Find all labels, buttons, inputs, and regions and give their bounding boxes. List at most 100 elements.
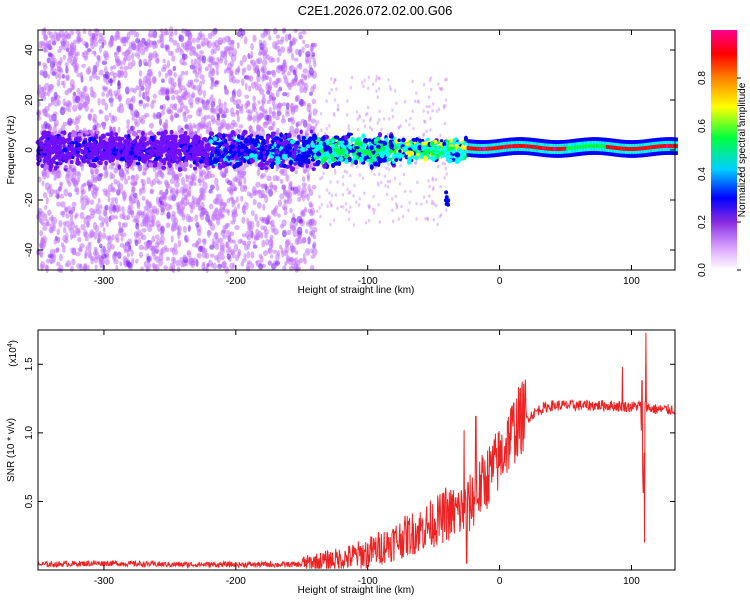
heatmap-cell: [391, 208, 394, 213]
heatmap-cell: [416, 99, 420, 104]
heatmap-cell: [217, 37, 224, 46]
heatmap-cell: [165, 183, 171, 190]
heatmap-cell: [362, 118, 365, 123]
heatmap-cell: [89, 213, 95, 219]
heatmap-cell: [195, 162, 200, 167]
heatmap-cell: [210, 76, 215, 82]
heatmap-cell: [164, 31, 170, 36]
heatmap-cell: [64, 206, 69, 214]
heatmap-cell: [274, 136, 278, 141]
heatmap-cell: [444, 98, 448, 102]
heatmap-cell: [181, 61, 188, 66]
heatmap-cell: [133, 132, 139, 137]
heatmap-cell: [389, 134, 394, 139]
heatmap-cell: [304, 129, 309, 137]
heatmap-cell: [140, 178, 144, 184]
heatmap-cell: [89, 199, 94, 206]
heatmap-cell: [388, 157, 393, 162]
heatmap-cell: [426, 217, 430, 221]
heatmap-cell: [268, 34, 272, 41]
heatmap-cell: [84, 131, 90, 135]
heatmap-cell: [47, 30, 51, 36]
heatmap-cell: [307, 184, 311, 192]
heatmap-cell: [146, 243, 150, 249]
heatmap-cell: [250, 81, 256, 89]
heatmap-cell: [271, 69, 276, 78]
heatmap-cell: [398, 182, 402, 186]
heatmap-cell: [49, 84, 55, 90]
heatmap-cell: [266, 175, 272, 182]
heatmap-cell: [86, 158, 91, 165]
heatmap-cell: [151, 235, 156, 243]
heatmap-cell: [94, 264, 98, 270]
heatmap-cell: [444, 103, 447, 108]
heatmap-cell: [437, 82, 440, 86]
heatmap-cell: [320, 202, 324, 207]
heatmap-cell: [117, 183, 124, 191]
heatmap-cell: [108, 215, 112, 223]
heatmap-cell: [98, 138, 103, 143]
heatmap-cell: [194, 214, 199, 222]
heatmap-cell: [160, 66, 167, 72]
heatmap-cell: [385, 152, 391, 158]
heatmap-cell: [62, 98, 66, 107]
heatmap-cell: [301, 135, 306, 140]
heatmap-cell: [92, 118, 96, 123]
heatmap-cell: [302, 39, 306, 45]
heatmap-cell: [46, 57, 51, 64]
heatmap-cell: [189, 133, 194, 138]
heatmap-cell: [187, 114, 193, 119]
heatmap-cell: [199, 187, 204, 196]
heatmap-cell: [248, 230, 253, 237]
heatmap-cell: [92, 221, 97, 231]
heatmap-cell: [313, 61, 317, 68]
heatmap-cell: [363, 124, 367, 129]
heatmap-cell: [237, 202, 240, 210]
heatmap-cell: [272, 120, 276, 127]
heatmap-cell: [311, 184, 317, 190]
heatmap-cell: [153, 160, 158, 166]
heatmap-cell: [50, 136, 54, 142]
heatmap-cell: [246, 243, 251, 250]
heatmap-cell: [51, 160, 57, 164]
heatmap-cell: [367, 86, 370, 91]
heatmap-cell: [342, 182, 345, 187]
heatmap-cell: [183, 116, 188, 123]
heatmap-cell: [311, 167, 316, 172]
heatmap-cell: [292, 69, 297, 76]
heatmap-cell: [206, 229, 212, 236]
heatmap-cell: [192, 148, 199, 153]
heatmap-cell: [42, 92, 48, 97]
heatmap-cell: [406, 159, 412, 165]
heatmap-cell: [80, 194, 84, 202]
heatmap-cell: [180, 85, 186, 91]
heatmap-cell: [96, 123, 102, 128]
heatmap-cell: [282, 265, 287, 271]
heatmap-cell: [147, 262, 152, 269]
heatmap-cell: [63, 226, 67, 234]
heatmap-cell: [270, 164, 274, 170]
heatmap-cell: [394, 157, 398, 162]
heatmap-cell: [83, 147, 88, 154]
heatmap-cell: [224, 58, 228, 66]
heatmap-cell: [190, 208, 194, 214]
heatmap-cell: [222, 235, 227, 240]
heatmap-cell: [296, 237, 300, 245]
heatmap-cell: [325, 127, 329, 131]
heatmap-cell: [226, 253, 231, 260]
heatmap-cell: [112, 152, 118, 156]
heatmap-cell: [121, 205, 125, 213]
heatmap-cell: [229, 60, 234, 68]
heatmap-cell: [425, 199, 429, 204]
heatmap-cell: [377, 76, 380, 81]
heatmap-cell: [357, 127, 360, 132]
heatmap-cell: [374, 78, 378, 82]
heatmap-cell: [276, 144, 281, 149]
heatmap-cell: [350, 75, 354, 80]
heatmap-cell: [393, 89, 397, 93]
heatmap-cell: [201, 42, 206, 47]
heatmap-cell: [52, 57, 57, 65]
heatmap-cell: [378, 76, 381, 81]
heatmap-cell: [113, 178, 118, 185]
heatmap-cell: [425, 104, 429, 109]
